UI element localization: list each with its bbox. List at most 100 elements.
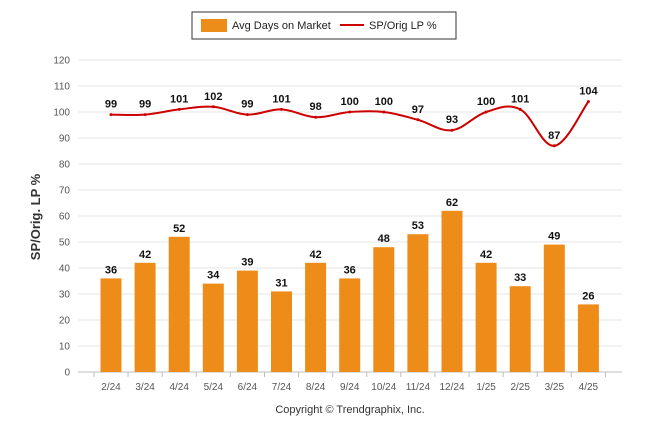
x-tick-label: 4/24 [169, 382, 189, 393]
bar [168, 236, 190, 372]
x-tick-label: 10/24 [371, 382, 396, 393]
line-data-label: 101 [170, 93, 188, 105]
line-data-label: 99 [105, 99, 117, 111]
x-tick-label: 7/24 [272, 382, 292, 393]
bar [236, 270, 258, 372]
bar-data-label: 53 [412, 220, 424, 232]
line-data-label: 100 [375, 96, 393, 108]
line-series [109, 100, 590, 148]
bar [339, 278, 361, 372]
axes: 0 10 20 30 40 50 60 70 80 90 100 110 120 2/24 3/24 4/24… [53, 56, 622, 393]
line-point [586, 100, 590, 104]
line-point [552, 144, 556, 148]
bar [407, 234, 429, 372]
bar-data-label: 52 [173, 223, 185, 235]
y-tick-label: 0 [64, 368, 70, 379]
y-tick-label: 70 [59, 186, 71, 197]
bar-data-label: 33 [514, 272, 526, 284]
line-point [177, 107, 181, 111]
line-data-label: 98 [309, 101, 321, 113]
bar-data-label: 42 [480, 249, 492, 261]
line-point [314, 115, 318, 119]
line-point [109, 113, 113, 117]
line-point [518, 107, 522, 111]
x-tick-label: 2/25 [510, 382, 530, 393]
y-tick-label: 110 [54, 82, 70, 93]
bar-data-label: 48 [378, 233, 390, 245]
line-point [450, 128, 454, 132]
x-tick-label: 2/24 [101, 382, 121, 393]
line-data-label: 101 [272, 93, 290, 105]
bar [441, 210, 463, 372]
x-tick-label: 3/25 [545, 382, 565, 393]
bar-data-label: 39 [241, 257, 253, 269]
bar [543, 244, 565, 372]
line-point [348, 110, 352, 114]
y-tick-label: 120 [53, 56, 70, 67]
line-data-label: 104 [579, 86, 598, 98]
x-tick-label: 5/24 [204, 382, 224, 393]
bar-data-label: 36 [105, 264, 117, 276]
line-point [245, 113, 249, 117]
bar-data-label: 31 [275, 277, 287, 289]
bar-data-label: 34 [207, 270, 220, 282]
y-tick-label: 80 [59, 160, 71, 171]
line-data-label: 93 [446, 114, 458, 126]
line-point [484, 110, 488, 114]
bar-data-label: 62 [446, 197, 458, 209]
bar-data-label: 42 [139, 249, 151, 261]
bar [202, 283, 224, 372]
line-data-label: 100 [341, 96, 359, 108]
y-axis-label: SP/Orig. LP % [28, 173, 43, 260]
copyright-text: Copyright © Trendgraphix, Inc. [275, 404, 424, 416]
line-data-label: 97 [412, 104, 424, 116]
bar-series [100, 210, 599, 372]
legend-box [191, 11, 457, 40]
line-point [382, 110, 386, 114]
line-data-label: 101 [511, 93, 529, 105]
line-point [211, 105, 215, 109]
line-point [416, 118, 420, 122]
line-data-label: 100 [477, 96, 495, 108]
line-data-label: 99 [139, 99, 151, 111]
y-tick-label: 90 [59, 134, 71, 145]
bar [100, 278, 122, 372]
x-tick-label: 1/25 [476, 382, 496, 393]
line-point [143, 113, 147, 117]
x-tick-label: 12/24 [439, 382, 464, 393]
x-tick-label: 9/24 [340, 382, 360, 393]
legend-bar-swatch [201, 19, 227, 32]
bar [305, 262, 327, 372]
bar-data-label: 36 [344, 264, 356, 276]
y-tick-label: 30 [59, 290, 71, 301]
x-tick-label: 8/24 [306, 382, 326, 393]
y-tick-label: 10 [59, 342, 71, 353]
bar [373, 247, 395, 372]
bar [134, 262, 156, 372]
x-tick-label: 6/24 [238, 382, 258, 393]
bar-data-label: 26 [582, 290, 594, 302]
sp-orig-lp-line [110, 100, 590, 147]
bar-data-label: 42 [309, 249, 321, 261]
line-data-label: 99 [241, 99, 253, 111]
y-tick-label: 100 [53, 108, 70, 119]
y-tick-label: 20 [59, 316, 71, 327]
legend: Avg Days on Market SP/Orig LP % [191, 11, 457, 40]
bar [577, 304, 599, 372]
line-data-label: 102 [204, 91, 222, 103]
legend-label-days: Avg Days on Market [232, 20, 331, 32]
bar-data-label: 49 [548, 231, 560, 243]
bar [271, 291, 292, 372]
x-tick-label: 11/24 [406, 382, 431, 393]
line-point [280, 107, 283, 111]
bar [509, 286, 531, 372]
y-tick-label: 60 [59, 212, 71, 223]
y-tick-label: 40 [59, 264, 71, 275]
x-tick-label: 4/25 [579, 382, 599, 393]
legend-label-sp: SP/Orig LP % [369, 20, 437, 32]
y-tick-label: 50 [59, 238, 71, 249]
x-tick-label: 3/24 [135, 382, 155, 393]
line-data-label: 87 [548, 130, 560, 142]
